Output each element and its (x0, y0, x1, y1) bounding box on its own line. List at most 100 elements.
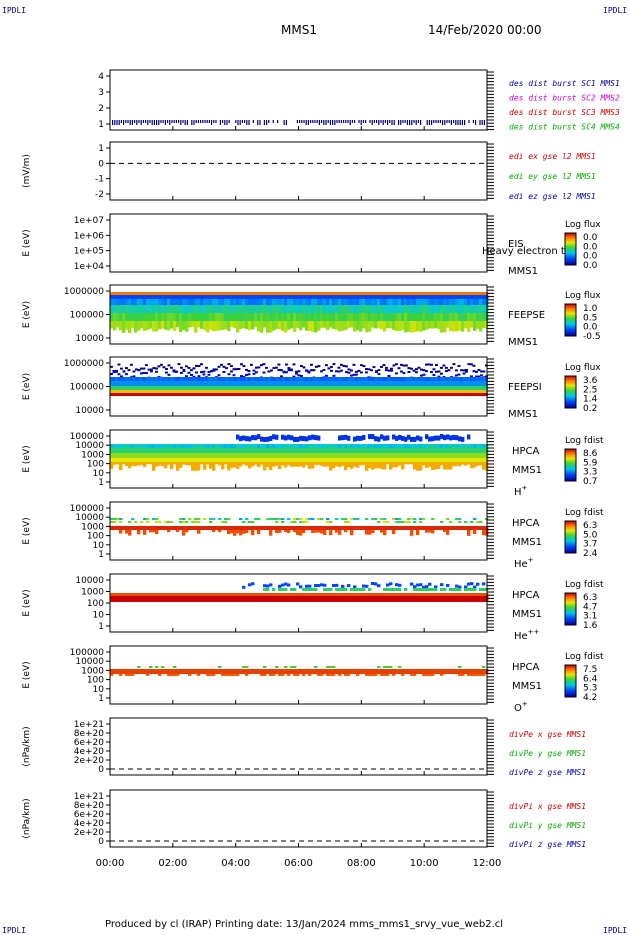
spectrogram-cell (293, 674, 297, 676)
spectrogram-cell (257, 434, 261, 440)
spectrogram-cell (116, 295, 120, 299)
spectrogram-cell (443, 462, 447, 470)
spectrogram-cell (263, 313, 267, 321)
spectrogram-cell (233, 299, 237, 305)
spectrogram-cell (160, 386, 163, 390)
spectrogram-cell (392, 588, 396, 591)
spectrogram-cell (227, 381, 231, 386)
spectrogram-cell (449, 521, 453, 523)
spectrogram-cell (449, 299, 453, 305)
y-tick-label: -2 (95, 190, 104, 200)
spectrogram-cell (266, 295, 270, 299)
spectrogram-cell (371, 299, 375, 305)
spectrogram-cell (404, 462, 408, 465)
spectrogram-cell (332, 393, 336, 396)
spectrogram-cell (209, 458, 213, 462)
spectrogram-cell (473, 292, 477, 295)
spectrogram-cell (192, 390, 196, 393)
spectrogram-cell (428, 305, 432, 313)
spectrogram-cell (134, 462, 138, 467)
spectrogram-cell (410, 669, 414, 674)
spectrogram-cell (205, 386, 208, 390)
spectrogram-cell (347, 435, 351, 441)
spectrogram-cell (460, 369, 463, 372)
spectrogram-cell (395, 363, 398, 366)
spectrogram-cell (383, 448, 387, 453)
spectrogram-cell (293, 299, 297, 305)
spectrogram-cell (161, 669, 165, 674)
burst-marker (285, 120, 287, 125)
spectrogram-cell (357, 377, 361, 381)
spectrogram-cell (374, 582, 378, 586)
spectrogram-cell (215, 448, 219, 453)
spectrogram-cell (149, 448, 153, 453)
spectrogram-cell (395, 669, 399, 674)
spectrogram-cell (402, 377, 406, 381)
spectrogram-cell (242, 313, 246, 321)
spectrogram-cell (428, 596, 432, 602)
spectrogram-cell (464, 521, 468, 523)
spectrogram-cell (227, 518, 231, 520)
spectrogram-cell (143, 305, 147, 313)
spectrogram-cell (380, 381, 383, 386)
spectrogram-cell (482, 458, 486, 462)
spectrogram-cell (230, 390, 233, 393)
spectrogram-cell (262, 381, 266, 386)
spectrogram-cell (410, 462, 414, 465)
spectrogram-cell (185, 390, 188, 393)
spectrogram-cell (355, 373, 358, 376)
spectrogram-cell (416, 530, 420, 536)
spectrogram-cell (245, 526, 249, 530)
spectrogram-cell (185, 458, 189, 462)
spectrogram-cell (239, 436, 243, 442)
spectrogram-cell (326, 593, 330, 596)
spectrogram-cell (467, 530, 471, 536)
spectrogram-cell (113, 458, 117, 462)
spectrogram-cell (161, 458, 165, 462)
spectrogram-cell (232, 393, 236, 396)
spectrogram-cell (237, 390, 241, 393)
spectrogram-cell (464, 295, 468, 299)
spectrogram-cell (311, 299, 315, 305)
spectrogram-cell (207, 386, 211, 390)
spectrogram-cell (237, 386, 241, 390)
spectrogram-cell (202, 390, 206, 393)
spectrogram-cell (287, 390, 291, 393)
spectrogram-cell (407, 593, 411, 596)
spectrogram-cell (251, 582, 255, 586)
spectrogram-cell (329, 596, 333, 602)
spectrogram-cell (137, 299, 141, 305)
spectrogram-cell (434, 593, 438, 596)
spectrogram-cell (167, 596, 171, 602)
spectrogram-cell (437, 593, 441, 596)
burst-marker (125, 120, 127, 123)
spectrogram-cell (386, 674, 390, 676)
spectrogram-cell (245, 596, 249, 602)
spectrogram-cell (122, 444, 126, 448)
spectrogram-cell (248, 299, 252, 305)
spectrogram-cell (119, 299, 123, 305)
spectrogram-cell (257, 377, 261, 381)
spectrogram-cell (275, 366, 278, 369)
spectrogram-cell (284, 313, 288, 321)
y-tick-label: 2 (98, 104, 104, 114)
spectrogram-cell (206, 292, 210, 295)
spectrogram-cell (140, 453, 144, 458)
spectrogram-cell (160, 363, 163, 366)
spectrogram-cell (227, 313, 231, 321)
spectrogram-cell (140, 444, 144, 448)
spectrogram-cell (242, 593, 246, 596)
spectrogram-cell (455, 593, 459, 596)
spectrogram-cell (269, 518, 273, 520)
spectrogram-cell (224, 593, 228, 596)
spectrogram-cell (175, 393, 178, 396)
spectrogram-cell (302, 444, 306, 448)
spectrogram-cell (158, 596, 162, 602)
spectrogram-cell (190, 381, 193, 386)
spectrogram-cell (374, 669, 378, 674)
spectrogram-cell (401, 669, 405, 674)
spectrogram-cell (437, 370, 441, 373)
spectrogram-cell (235, 381, 238, 386)
spectrogram-cell (120, 381, 123, 386)
spectrogram-cell (142, 381, 146, 386)
